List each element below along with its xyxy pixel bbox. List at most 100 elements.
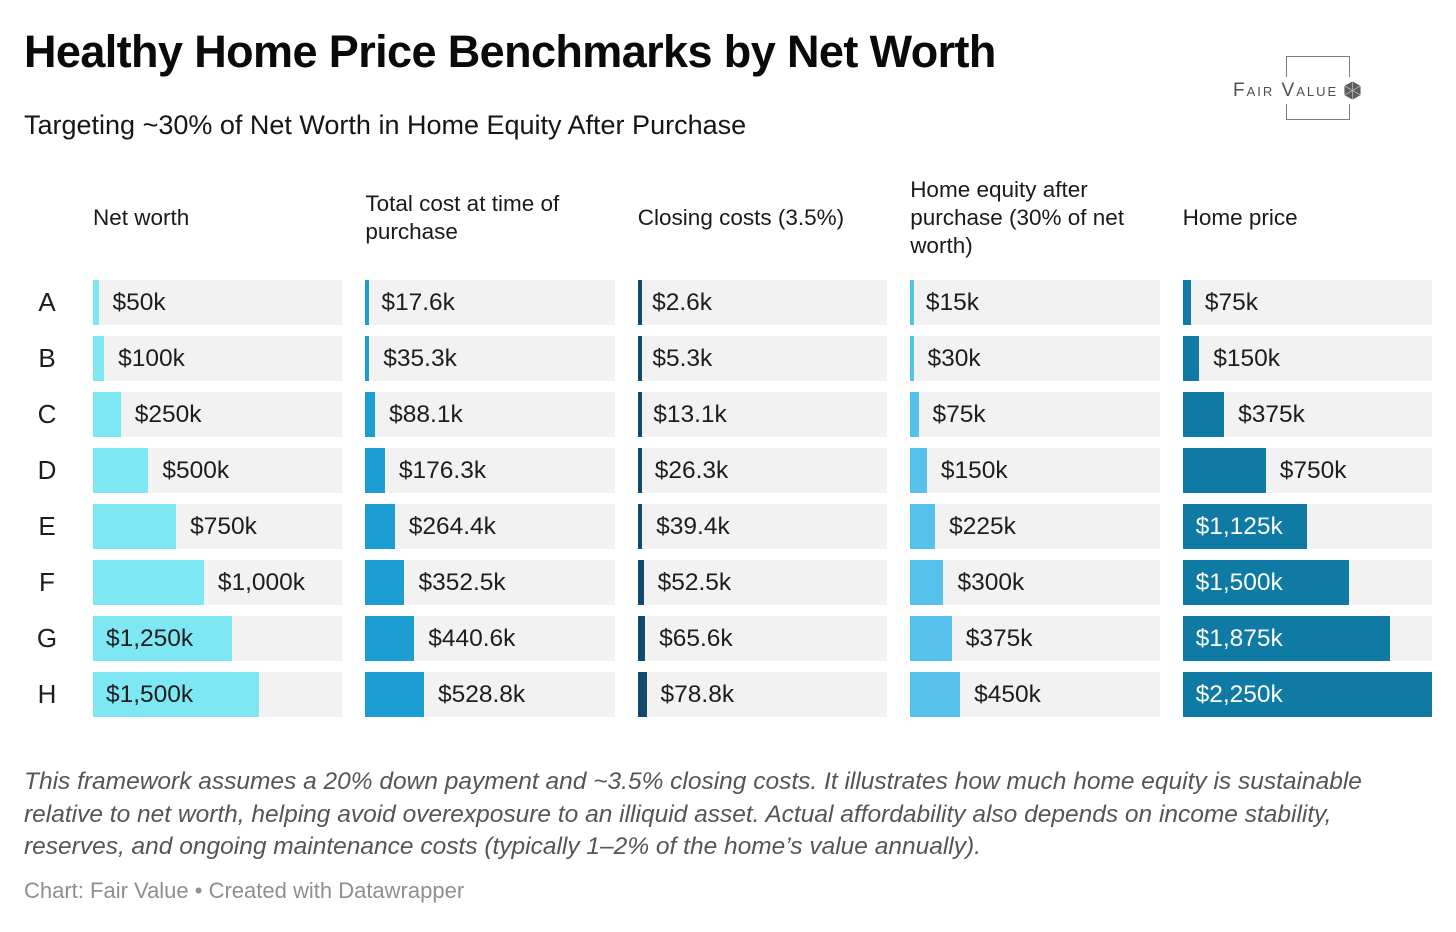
bar-cell: $78.8k: [637, 672, 888, 717]
bar-cell: $100k: [93, 336, 343, 381]
bar-cell: $500k: [93, 448, 343, 493]
value-label: $50k: [112, 288, 166, 316]
value-bar: [1182, 560, 1349, 605]
value-bar: [365, 560, 405, 605]
value-label: $39.4k: [656, 512, 730, 540]
fair-value-logo: Fair Value: [1231, 77, 1367, 104]
bar-cell: $75k: [910, 392, 1160, 437]
bar-cell: $150k: [1182, 336, 1432, 381]
value-label: $300k: [957, 568, 1025, 596]
column-header-closing-costs: Closing costs (3.5%): [637, 204, 845, 230]
value-bar: [637, 560, 644, 605]
column-header-total-cost: Total cost at time of purchase: [365, 190, 560, 244]
column-header-home-price: Home price: [1182, 204, 1298, 230]
value-bar: [93, 672, 260, 717]
value-label: $2,250k: [1195, 680, 1283, 708]
bar-cell: $264.4k: [365, 504, 615, 549]
value-label: $176.3k: [398, 456, 487, 484]
bar-cell: $750k: [93, 504, 343, 549]
bar-cell: $1,500k: [1182, 560, 1432, 605]
value-label: $30k: [927, 344, 981, 372]
value-bar: [365, 280, 370, 325]
column-headers: Net worth Total cost at time of purchase…: [24, 168, 1432, 268]
row-label: D: [37, 455, 57, 485]
value-label: $5.3k: [652, 344, 713, 372]
value-label: $35.3k: [383, 344, 457, 372]
value-label: $15k: [925, 288, 979, 316]
value-bar: [910, 280, 915, 325]
value-bar: [910, 504, 936, 549]
value-label: $75k: [1204, 288, 1259, 316]
bar-cell: $150k: [910, 448, 1160, 493]
value-bar: [93, 560, 204, 605]
bar-cell: $35.3k: [365, 336, 615, 381]
bar-cell: $1,125k: [1182, 504, 1432, 549]
value-label: $65.6k: [659, 624, 733, 652]
value-bar: [93, 504, 177, 549]
row-label: E: [38, 511, 56, 541]
value-label: $450k: [974, 680, 1041, 708]
row-label: B: [38, 343, 56, 373]
value-label: $352.5k: [418, 568, 506, 596]
value-bar: [365, 392, 376, 437]
value-bar: [1182, 280, 1191, 325]
value-bar: [365, 504, 395, 549]
table-row: F $1,000k $352.5k $52.5k $300k $1,500k: [24, 560, 1432, 605]
table-row: D $500k $176.3k $26.3k $150k $750k: [24, 448, 1432, 493]
chart-subtitle: Targeting ~30% of Net Worth in Home Equi…: [24, 110, 747, 140]
row-label: A: [38, 287, 56, 317]
value-label: $1,875k: [1195, 624, 1283, 652]
table-row: A $50k $17.6k $2.6k $15k $75k: [24, 280, 1432, 325]
value-bar: [910, 672, 961, 717]
value-label: $52.5k: [657, 568, 732, 596]
bar-cell: $75k: [1182, 280, 1432, 325]
bar-cell: $1,000k: [93, 560, 343, 605]
value-bar: [93, 392, 121, 437]
bar-cell: $88.1k: [365, 392, 615, 437]
value-label: $150k: [940, 456, 1008, 484]
bar-cell: $528.8k: [365, 672, 615, 717]
value-bar: [637, 392, 642, 437]
value-label: $75k: [932, 400, 986, 428]
value-bar: [365, 672, 424, 717]
value-label: $528.8k: [438, 680, 526, 708]
value-label: $26.3k: [654, 456, 729, 484]
value-label: $1,000k: [217, 568, 306, 596]
value-bar: [93, 336, 105, 381]
value-bar: [93, 280, 99, 325]
value-bar: [910, 392, 919, 437]
bar-cell: $300k: [910, 560, 1160, 605]
value-bar: [365, 448, 385, 493]
value-bar: [365, 336, 370, 381]
bar-cell: $375k: [1182, 392, 1432, 437]
value-bar: [93, 448, 149, 493]
row-label: G: [36, 623, 58, 653]
row-label-header: [24, 168, 70, 268]
footnote: This framework assumes a 20% down paymen…: [24, 768, 1362, 861]
hexagon-gem-icon: [1341, 79, 1364, 102]
bar-cell: $750k: [1182, 448, 1432, 493]
bar-cell: $26.3k: [637, 448, 888, 493]
value-label: $1,125k: [1195, 512, 1283, 540]
chart-credit: Chart: Fair Value • Created with Datawra…: [24, 878, 465, 903]
row-label: H: [37, 679, 57, 709]
value-bar: [910, 616, 952, 661]
bar-cell: $39.4k: [637, 504, 888, 549]
bar-cell: $52.5k: [637, 560, 888, 605]
table-row: E $750k $264.4k $39.4k $225k $1,125k: [24, 504, 1432, 549]
bar-cell: $17.6k: [365, 280, 615, 325]
bar-cell: $450k: [910, 672, 1160, 717]
value-bar: [637, 336, 642, 381]
bar-cell: $375k: [910, 616, 1160, 661]
value-label: $88.1k: [389, 400, 463, 428]
value-bar: [1182, 504, 1308, 549]
value-label: $17.6k: [381, 288, 455, 316]
bar-cell: $13.1k: [637, 392, 888, 437]
value-bar: [1182, 336, 1200, 381]
column-header-net-worth: Net worth: [93, 204, 190, 230]
value-label: $78.8k: [660, 680, 735, 708]
bar-cell: $65.6k: [637, 616, 888, 661]
value-bar: [365, 616, 415, 661]
bar-cell: $440.6k: [365, 616, 615, 661]
value-bar: [637, 616, 646, 661]
